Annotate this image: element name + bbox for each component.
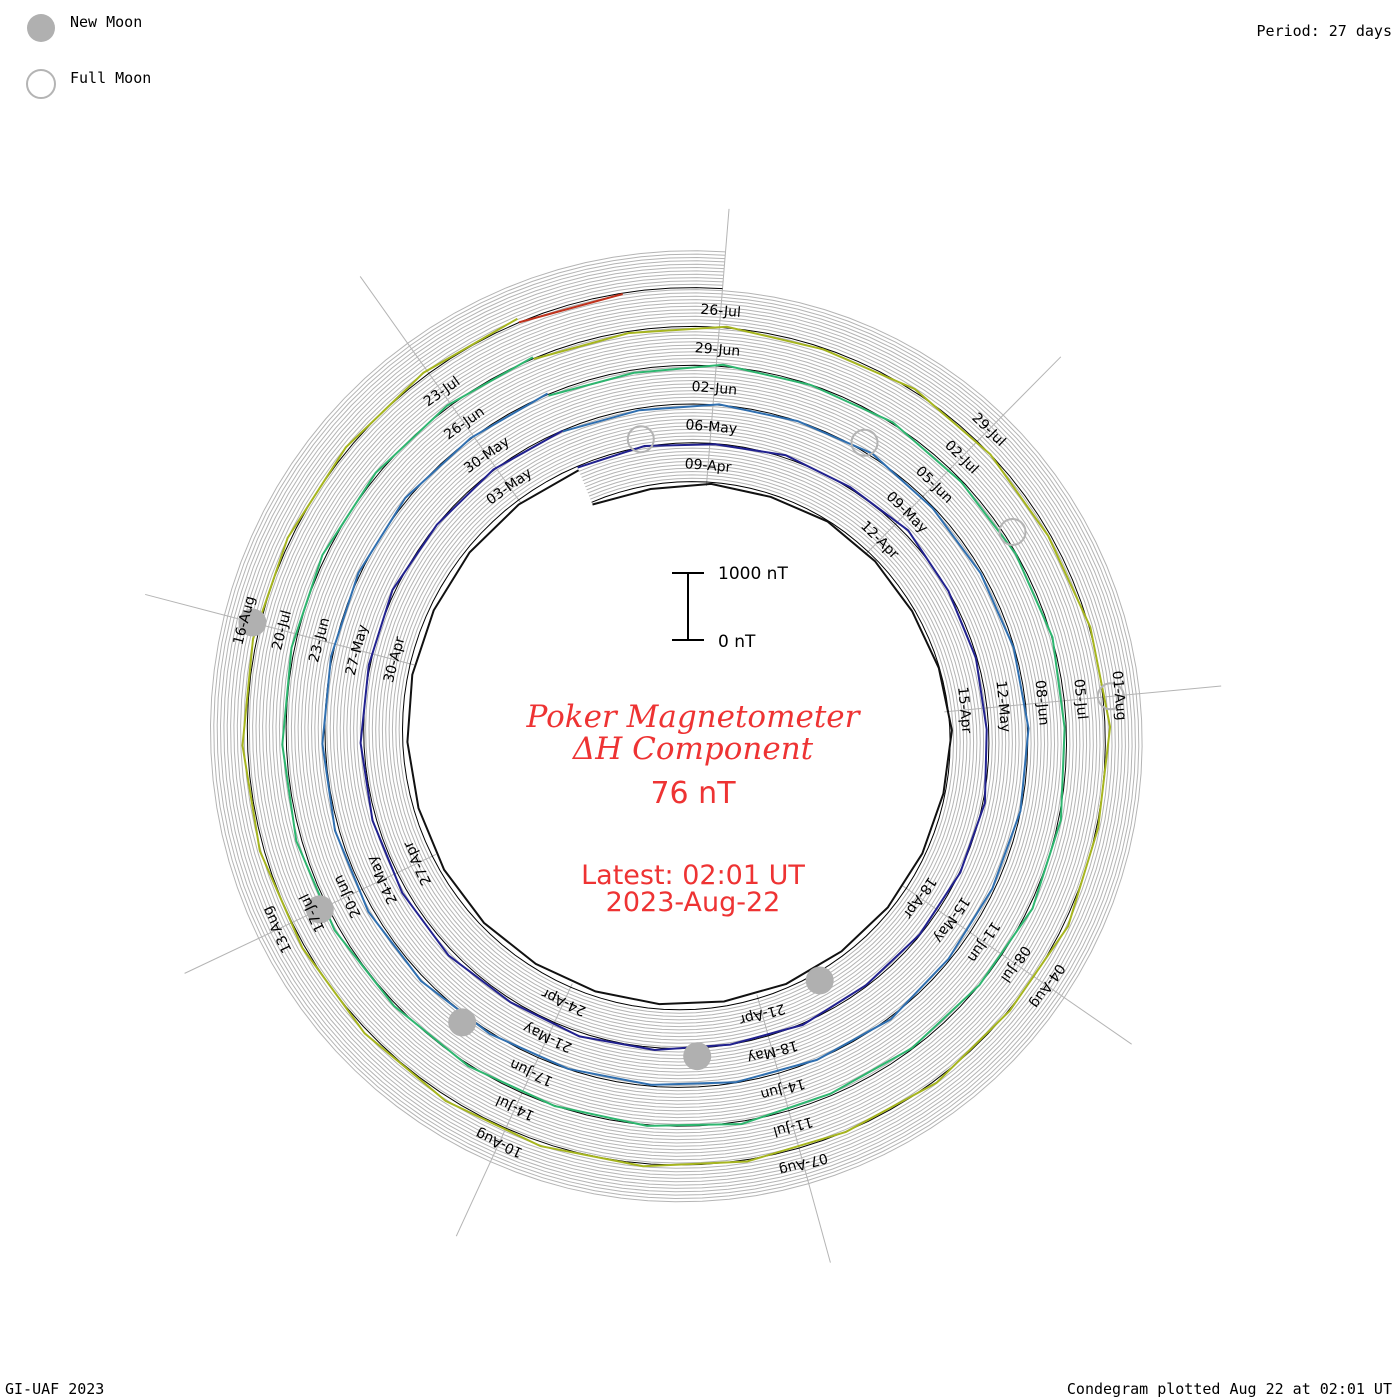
date-tick-label: 15-Apr xyxy=(954,686,974,734)
footer-credit: GI-UAF 2023 xyxy=(5,1380,105,1398)
grid-spiral xyxy=(240,280,1113,1173)
new-moon-marker xyxy=(805,966,834,995)
series-line-jul-aug xyxy=(241,317,1112,1168)
grid-layer xyxy=(209,250,1143,1203)
current-value: 76 nT xyxy=(650,776,736,811)
date-tick-label: 26-Jul xyxy=(700,302,742,321)
spoke xyxy=(455,983,573,1237)
full-moon-marker xyxy=(626,425,655,454)
grid-spiral xyxy=(226,266,1126,1186)
scale-bar: 1000 nT 0 nT xyxy=(672,564,788,652)
series-line-apr xyxy=(406,469,953,1006)
series-line-aug xyxy=(518,293,623,324)
full-moon-marker xyxy=(998,518,1027,546)
date-tick-label: 06-May xyxy=(685,417,738,437)
date-tick-label: 09-Apr xyxy=(684,456,732,476)
grid-spiral xyxy=(236,277,1116,1176)
new-moon-marker xyxy=(448,1008,477,1037)
date-tick-label: 13-Aug xyxy=(260,903,296,955)
grid-spiral xyxy=(209,250,1143,1203)
new-moon-legend-icon xyxy=(27,14,55,42)
spoke xyxy=(902,885,1132,1045)
date-tick-label: 05-Jul xyxy=(1070,678,1090,720)
latest-time: Latest: 02:01 UT xyxy=(581,860,805,891)
chart-title-line1: Poker Magnetometer xyxy=(526,699,862,735)
date-tick-label: 29-Jun xyxy=(694,340,741,360)
grid-spiral xyxy=(243,283,1110,1169)
date-tick-label: 02-Jun xyxy=(691,379,738,399)
grid-spiral xyxy=(213,253,1140,1200)
date-tick-label: 20-Jul xyxy=(269,609,295,652)
period-label: Period: 27 days xyxy=(1256,22,1392,40)
new-moon-marker xyxy=(683,1042,712,1071)
new-moon-marker xyxy=(305,895,334,924)
grid-spiral xyxy=(230,270,1123,1183)
grid-spiral xyxy=(223,263,1130,1189)
full-moon-legend-label: Full Moon xyxy=(70,69,152,87)
new-moon-legend-label: New Moon xyxy=(70,13,143,31)
date-tick-label: 21-May xyxy=(521,1019,575,1055)
spoke xyxy=(756,994,831,1263)
full-moon-marker xyxy=(850,428,879,457)
latest-date: 2023-Aug-22 xyxy=(606,887,781,918)
chart-title-line2: ΔH Component xyxy=(572,731,814,767)
spoke xyxy=(359,276,522,504)
legend-markers xyxy=(26,14,56,99)
scale-top-label: 1000 nT xyxy=(718,564,788,584)
series-line-jun-jul xyxy=(281,356,1066,1127)
date-tick-label: 24-May xyxy=(364,853,401,907)
scale-bottom-label: 0 nT xyxy=(718,632,756,652)
spoke xyxy=(145,593,415,666)
series-line-may-jun xyxy=(321,392,1030,1086)
spoke xyxy=(705,208,730,486)
grid-spiral xyxy=(216,256,1136,1196)
moon-layer xyxy=(238,425,1125,1071)
grid-spiral xyxy=(233,273,1120,1179)
new-moon-marker xyxy=(238,608,267,637)
full-moon-legend-icon xyxy=(26,69,56,99)
series-layer xyxy=(241,293,1112,1168)
series-line-apr-may xyxy=(359,429,988,1052)
date-tick-label: 08-Jun xyxy=(1032,679,1052,726)
date-tick-label: 01-Aug xyxy=(1109,670,1130,721)
spoke xyxy=(865,356,1062,555)
grid-spiral xyxy=(219,260,1133,1193)
footer-plot-time: Condegram plotted Aug 22 at 02:01 UT xyxy=(1066,1380,1392,1398)
full-moon-marker xyxy=(1096,682,1125,711)
date-tick-label: 12-May xyxy=(993,680,1014,733)
spoke xyxy=(944,685,1222,713)
